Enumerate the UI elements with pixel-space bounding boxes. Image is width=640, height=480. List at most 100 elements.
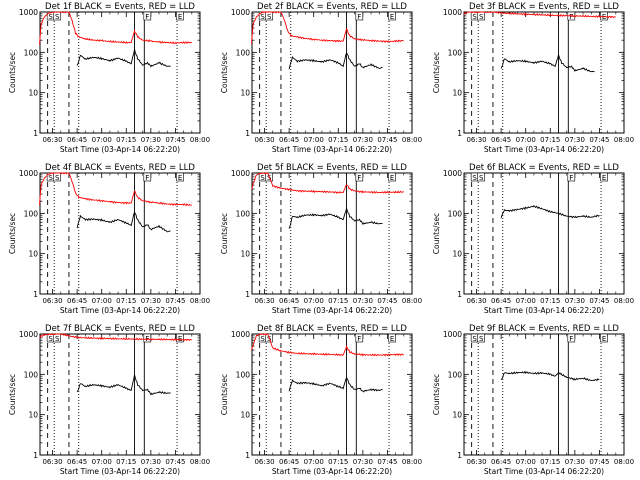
x-tick-label: 07:45 [165,297,185,305]
event-marker-label: E [178,335,182,343]
event-marker-box [176,11,184,21]
event-marker-label: E [390,13,394,21]
plot-frame [463,172,625,295]
x-tick-label: 07:15 [540,297,560,305]
y-tick-label: 10 [240,250,250,259]
x-axis-label: Start Time (03-Apr-14 06:22:20) [484,306,604,315]
event-marker-label: S [472,13,477,21]
lld-series-line [39,172,192,207]
y-axis-label: Counts/sec [8,213,17,254]
event-marker-label: S [472,335,477,343]
detector-panel: Det 2f BLACK = Events, RED = LLD 1 10 100 10… [220,2,422,154]
x-tick-label: 07:45 [377,297,397,305]
event-marker-box [388,333,396,343]
y-tick-label: 100 [236,370,251,379]
event-marker-box [600,172,608,182]
event-marker-label: S [472,174,477,182]
event-marker-label: S [267,13,272,21]
x-tick-label: 07:00 [304,458,324,466]
y-axis-label: Counts/sec [432,374,441,415]
y-tick-label: 1000 [231,8,250,17]
y-tick-label: 1 [457,290,462,299]
event-marker-label: S [479,335,484,343]
y-tick-label: 10 [452,411,462,420]
events-series-line [288,52,383,70]
x-tick-label: 07:45 [377,136,397,144]
lld-series-line [39,11,192,45]
x-tick-label: 08:00 [402,458,422,466]
panel-title: Det 1f BLACK = Events, RED = LLD [45,2,195,12]
y-tick-label: 1 [245,129,250,138]
x-tick-label: 07:00 [304,297,324,305]
panel-title: Det 3f BLACK = Events, RED = LLD [469,2,619,12]
plot-frame [463,11,625,134]
plot-frame [251,333,413,456]
x-tick-label: 07:30 [141,297,161,305]
y-tick-label: 100 [236,48,251,57]
x-tick-label: 07:30 [353,297,373,305]
x-tick-label: 07:00 [516,297,536,305]
x-tick-label: 06:30 [466,136,486,144]
y-tick-label: 10 [452,250,462,259]
event-marker-label: E [602,335,606,343]
x-tick-label: 06:30 [254,136,274,144]
x-tick-label: 08:00 [614,297,634,305]
x-axis-label: Start Time (03-Apr-14 06:22:20) [484,467,604,476]
event-marker-label: S [55,13,60,21]
panel-title: Det 8f BLACK = Events, RED = LLD [257,324,407,334]
detector-panel: Det 1f BLACK = Events, RED = LLD 1 10 100 10… [8,2,210,154]
event-marker-label: E [178,13,182,21]
event-marker-box [388,11,396,21]
panel-title: Det 4f BLACK = Events, RED = LLD [45,163,195,173]
panel-title: Det 5f BLACK = Events, RED = LLD [257,163,407,173]
y-tick-label: 1000 [443,169,462,178]
event-marker-label: S [55,335,60,343]
x-tick-label: 07:00 [92,297,112,305]
x-tick-label: 07:30 [141,458,161,466]
plot-frame [463,333,625,456]
event-marker-label: F [357,13,361,21]
x-axis-label: Start Time (03-Apr-14 06:22:20) [272,467,392,476]
y-tick-label: 100 [24,370,39,379]
lld-series-line [39,333,192,342]
x-tick-label: 07:30 [565,136,585,144]
y-tick-label: 10 [28,250,38,259]
y-tick-label: 1 [33,129,38,138]
x-tick-label: 08:00 [614,136,634,144]
y-tick-label: 1000 [19,330,38,339]
event-marker-label: S [55,174,60,182]
event-marker-box [143,11,152,21]
x-tick-label: 06:45 [491,136,511,144]
x-tick-label: 06:30 [42,458,62,466]
event-marker-label: S [48,13,53,21]
x-tick-label: 06:45 [279,136,299,144]
plot-frame [39,172,201,295]
plot-frame [251,11,413,134]
events-series-line [288,206,383,229]
x-tick-label: 06:30 [466,458,486,466]
event-marker-label: E [178,174,182,182]
event-marker-label: F [357,174,361,182]
x-tick-label: 08:00 [190,458,210,466]
y-tick-label: 10 [240,411,250,420]
event-marker-label: S [479,13,484,21]
event-marker-box [355,11,364,21]
y-tick-label: 1000 [19,8,38,17]
x-tick-label: 06:45 [67,136,87,144]
lld-series-line [251,333,405,357]
x-tick-label: 07:15 [116,458,136,466]
y-tick-label: 1000 [443,330,462,339]
x-tick-label: 06:30 [254,458,274,466]
event-marker-box [355,333,364,343]
x-tick-label: 07:30 [141,136,161,144]
plot-frame [39,333,201,456]
y-axis-label: Counts/sec [220,52,229,93]
x-tick-label: 07:15 [116,136,136,144]
y-tick-label: 10 [28,89,38,98]
x-axis-label: Start Time (03-Apr-14 06:22:20) [60,467,180,476]
x-tick-label: 07:00 [92,136,112,144]
events-series-line [76,211,171,233]
y-tick-label: 100 [448,48,463,57]
y-tick-label: 1000 [231,330,250,339]
x-tick-label: 07:45 [589,297,609,305]
